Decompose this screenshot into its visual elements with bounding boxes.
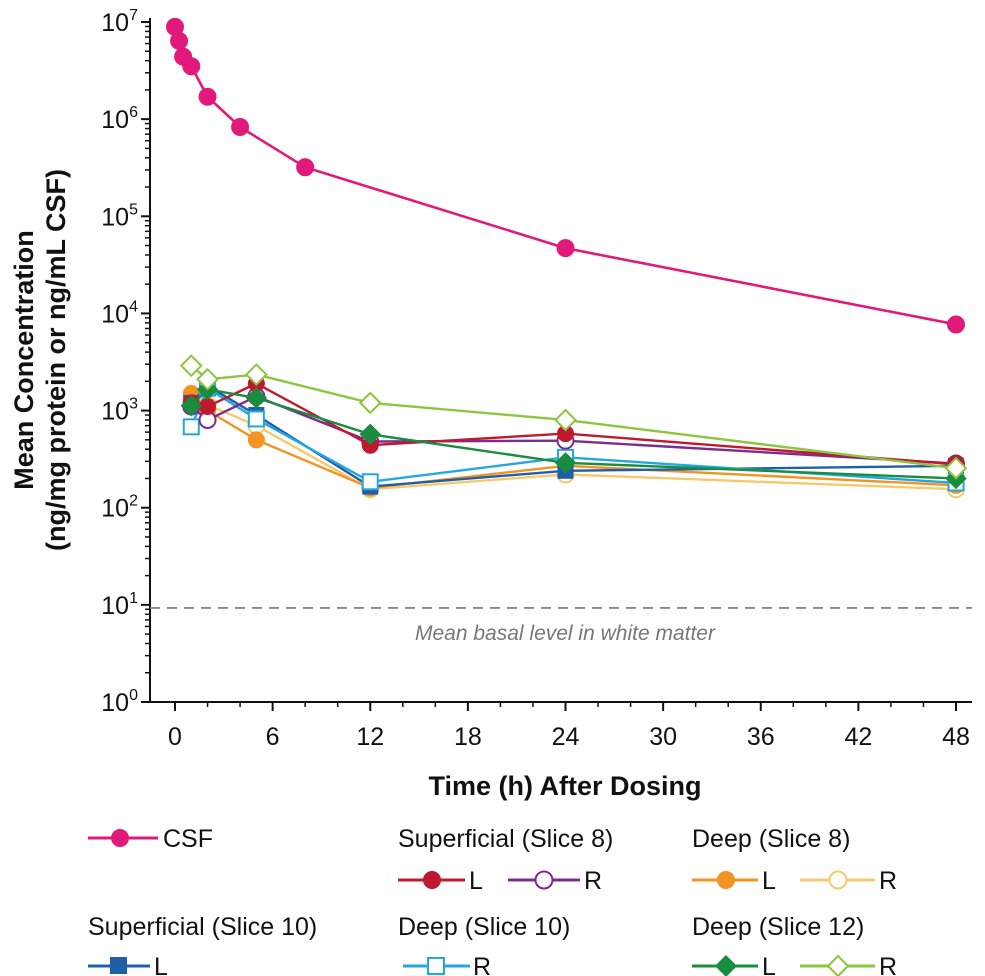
legend-item-sup8-R: R (508, 867, 602, 895)
data-point-csf (556, 239, 575, 258)
data-point-deep12-L (245, 387, 268, 409)
legend-item-deep8-L: L (692, 867, 776, 895)
y-tick-label: 105 (101, 201, 138, 231)
y-tick-label: 102 (101, 493, 138, 523)
data-point-csf (231, 118, 250, 137)
legend-label-deep8-L: L (762, 867, 776, 895)
x-axis-title: Time (h) After Dosing (428, 771, 701, 801)
data-point-sup8-L (199, 398, 217, 416)
legend-item-sup10-L: L (88, 953, 168, 976)
series-line-csf (173, 26, 957, 326)
y-tick-label: 103 (101, 396, 138, 426)
legend-item-csf: CSF (88, 825, 213, 853)
data-point-deep10-R (182, 418, 200, 436)
y-tick-label: 107 (101, 7, 138, 37)
legend-label-sup10-L: L (154, 953, 168, 976)
data-point-deep10-R (247, 410, 265, 428)
series-deep12-R (179, 354, 968, 480)
series-group (166, 17, 968, 499)
legend: CSF Superficial (Slice 8) L R Deep (Slic… (88, 825, 897, 976)
data-point-csf (296, 158, 315, 177)
y-tick-label: 101 (101, 590, 138, 620)
legend-title-deep12: Deep (Slice 12) (692, 913, 864, 941)
data-point-csf (198, 87, 217, 106)
y-tick-label: 106 (101, 104, 138, 134)
legend-item-deep8-R: R (800, 867, 897, 895)
legend-label-deep10-R: R (473, 953, 491, 976)
legend-label-deep12-L: L (762, 953, 776, 976)
y-axis-title-line2: (ng/mg protein or ng/mL CSF) (41, 169, 71, 551)
axes: 100 101 102 103 104 105 106 107 0 6 12 18 24 30 36 42 48 (101, 7, 972, 751)
basal-reference-label: Mean basal level in white matter (415, 622, 716, 645)
x-tick-label: 6 (266, 723, 280, 751)
data-point-deep12-R (244, 363, 268, 386)
data-point-deep12-R (944, 456, 968, 480)
data-point-deep12-L (554, 452, 577, 474)
legend-title-sup10: Superficial (Slice 10) (88, 913, 317, 941)
y-tick-label: 100 (101, 687, 138, 717)
legend-item-deep12-R: R (800, 953, 897, 976)
data-point-csf (182, 57, 201, 76)
legend-item-sup8-L: L (398, 867, 483, 895)
y-axis-title: Mean Concentration (ng/mg protein or ng/… (9, 169, 71, 551)
data-point-csf (947, 315, 965, 334)
data-point-deep12-R (179, 354, 203, 378)
legend-title-deep8: Deep (Slice 8) (692, 825, 850, 853)
x-tick-label: 36 (747, 723, 775, 751)
legend-label-sup8-R: R (584, 867, 602, 895)
x-tick-label: 0 (168, 723, 182, 751)
x-tick-label: 30 (649, 723, 677, 751)
legend-title-sup8: Superficial (Slice 8) (398, 825, 613, 853)
series-csf (166, 17, 965, 334)
y-tick-label: 104 (101, 298, 138, 328)
legend-title-deep10: Deep (Slice 10) (398, 913, 570, 941)
data-point-deep10-R (361, 473, 379, 491)
reference-line-group: Mean basal level in white matter (150, 607, 972, 645)
series-line-sup10-L (190, 384, 957, 488)
legend-label-csf: CSF (163, 825, 213, 853)
legend-item-deep12-L: L (692, 953, 776, 976)
data-point-deep8-L (247, 431, 265, 449)
data-point-deep12-L (359, 423, 381, 445)
data-point-csf (170, 31, 189, 50)
data-point-deep12-R (196, 367, 219, 391)
legend-label-deep8-R: R (879, 867, 897, 895)
x-tick-label: 24 (552, 723, 580, 751)
data-point-deep12-R (358, 391, 382, 415)
legend-item-deep10-R: R (403, 953, 491, 976)
x-tick-label: 42 (844, 723, 872, 751)
legend-label-deep12-R: R (879, 953, 897, 976)
x-tick-label: 12 (356, 723, 384, 751)
data-point-deep12-L (180, 395, 202, 417)
y-axis-title-line1: Mean Concentration (9, 230, 39, 490)
x-tick-label: 18 (454, 723, 482, 751)
legend-label-sup8-L: L (469, 867, 483, 895)
x-tick-label: 48 (942, 723, 970, 751)
data-point-deep12-R (554, 408, 577, 432)
